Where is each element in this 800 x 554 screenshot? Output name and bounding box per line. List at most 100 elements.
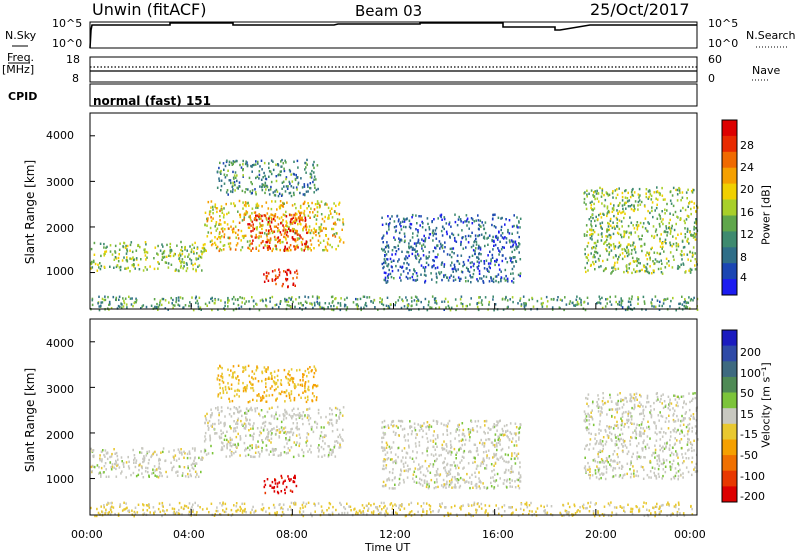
data-cell [143,455,145,458]
data-cell [655,399,658,402]
data-cell [517,484,520,488]
data-cell [591,246,594,249]
data-cell [606,214,608,218]
data-cell [480,259,482,263]
data-cell [251,182,253,186]
data-cell [237,210,239,213]
data-cell [387,265,389,268]
data-cell [550,298,553,301]
data-cell [330,295,333,299]
data-cell [337,435,339,439]
data-cell [219,240,222,244]
data-cell [117,463,119,466]
data-cell [216,207,219,210]
data-cell [607,194,610,197]
data-cell [477,453,479,456]
data-cell [128,295,130,298]
data-cell [274,190,276,193]
data-cell [253,422,255,425]
data-cell [693,439,695,442]
data-cell [230,427,232,430]
data-cell [164,261,167,264]
data-cell [450,443,452,446]
data-cell [339,443,341,447]
data-cell [614,474,617,477]
data-cell [391,420,393,424]
data-cell [695,227,697,230]
data-cell [103,465,106,468]
data-cell [218,235,220,239]
data-cell [515,243,517,246]
data-cell [660,271,663,274]
data-cell [425,261,428,264]
data-cell [118,295,121,298]
data-cell [218,179,221,182]
data-cell [221,211,224,214]
data-cell [269,237,272,240]
data-cell [656,203,658,206]
velocity-cb-tick: 200 [740,346,761,359]
data-cell [287,235,289,238]
data-cell [382,485,385,488]
data-cell [594,472,597,475]
data-cell [308,371,310,374]
data-cell [289,305,292,309]
data-cell [614,467,617,470]
data-cell [266,218,268,221]
data-cell [261,231,263,235]
data-cell [298,444,300,448]
power-ytick: 3000 [46,176,74,189]
data-cell [675,404,678,407]
data-cell [303,185,306,188]
data-cell [384,261,387,265]
data-cell [303,202,306,205]
data-cell [276,276,279,279]
data-cell [232,231,234,234]
data-cell [242,163,244,166]
nsky-tick-top: 10^5 [52,17,83,30]
data-cell [653,251,656,254]
data-cell [144,248,146,251]
data-cell [687,437,689,441]
nsky-tick-bottom: 10^0 [52,37,83,50]
data-cell [270,180,273,184]
data-cell [639,262,641,265]
data-cell [432,440,435,443]
data-cell [586,195,588,198]
data-cell [679,209,682,212]
data-cell [392,420,395,423]
data-cell [227,296,229,300]
data-cell [186,452,189,456]
data-cell [384,246,387,249]
data-cell [281,158,283,162]
data-cell [384,254,386,258]
power-cb-tick: 4 [740,271,747,284]
data-cell [181,252,184,256]
data-cell [418,429,421,432]
data-cell [483,262,486,265]
data-cell [597,218,599,221]
data-cell [424,459,427,463]
data-cell [447,473,450,476]
data-cell [475,486,478,490]
data-cell [466,217,469,220]
data-cell [267,377,270,380]
data-cell [247,201,249,205]
data-cell [485,438,487,442]
data-cell [506,306,509,309]
data-cell [143,460,145,463]
data-cell [658,260,660,264]
data-cell [496,445,498,448]
data-cell [272,168,275,172]
data-cell [275,188,278,192]
data-cell [406,250,408,254]
data-cell [296,229,298,233]
data-cell [421,484,424,487]
data-cell [153,298,156,301]
data-cell [476,449,479,452]
data-cell [590,216,592,219]
data-cell [159,458,161,462]
data-cell [401,420,404,423]
data-cell [305,441,307,444]
data-cell [687,301,690,304]
